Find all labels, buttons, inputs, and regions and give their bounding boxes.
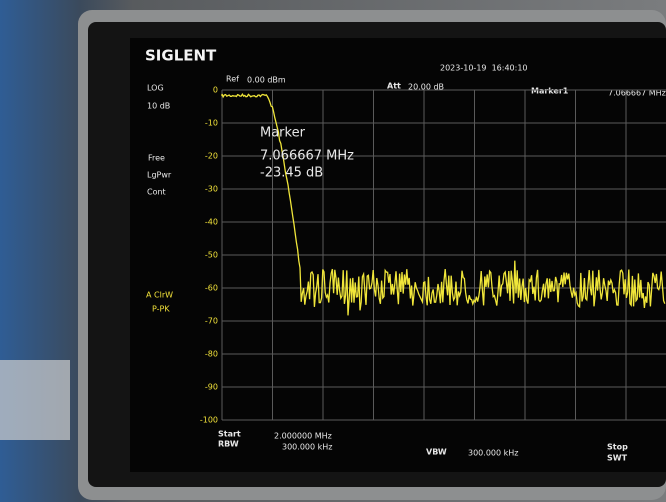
vbw-label: VBW	[426, 448, 447, 457]
start-label: Start	[218, 430, 241, 439]
y-axis-label: -10	[205, 119, 218, 128]
datetime: 2023-10-19 16:40:10	[440, 64, 528, 73]
y-axis-label: -80	[205, 350, 218, 359]
rbw-value: 300.000 kHz	[282, 443, 332, 452]
mode: Cont	[147, 188, 166, 197]
scale-per-div: 10 dB	[147, 102, 170, 111]
brand: SIGLENT	[145, 47, 217, 65]
mode: Free	[148, 154, 165, 163]
scale-type: LOG	[147, 84, 164, 93]
ref-label: Ref	[226, 75, 239, 84]
page: SIGLENT 2023-10-19 16:40:10 Ref 0.00 dBm…	[0, 0, 666, 502]
marker-box-level: -23.45 dB	[260, 166, 323, 181]
trace-mode: P-PK	[152, 305, 170, 314]
mode: LgPwr	[147, 171, 172, 180]
start-value: 2.000000 MHz	[274, 432, 332, 441]
y-axis-label: 0	[213, 86, 218, 95]
vbw-value: 300.000 kHz	[468, 449, 518, 458]
y-axis-label: -40	[205, 218, 218, 227]
trace-mode: A ClrW	[146, 291, 173, 300]
cable	[0, 360, 70, 440]
swt-label: SWT	[607, 454, 628, 463]
y-axis-label: -20	[205, 152, 218, 161]
y-axis-label: -60	[205, 284, 218, 293]
att-label: Att	[387, 82, 401, 91]
rbw-label: RBW	[218, 440, 239, 449]
ref-value: 0.00 dBm	[247, 76, 286, 85]
y-axis-label: -100	[200, 416, 218, 425]
y-axis-label: -50	[205, 251, 218, 260]
photo: SIGLENT 2023-10-19 16:40:10 Ref 0.00 dBm…	[0, 0, 666, 502]
stop-label: Stop	[607, 443, 628, 452]
marker-box-frequency: 7.066667 MHz	[260, 149, 354, 164]
marker-label: Marker1	[531, 87, 569, 96]
marker-title: Marker	[260, 126, 306, 141]
y-axis-label: -70	[205, 317, 218, 326]
y-axis-label: -90	[205, 383, 218, 392]
y-axis-label: -30	[205, 185, 218, 194]
